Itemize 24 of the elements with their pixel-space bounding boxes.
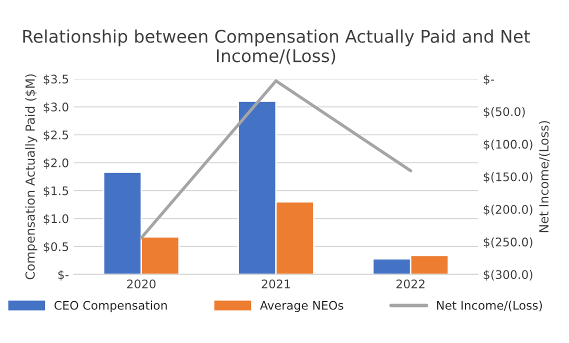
y-tick-label: $0.5 — [44, 242, 68, 253]
y2-tick-label: $(250.0) — [484, 237, 532, 248]
y-tick-label: $2.0 — [44, 158, 68, 169]
y2-tick-label: $(300.0) — [484, 270, 532, 281]
y2-tick-label: $(200.0) — [484, 204, 532, 216]
y2-tick-label: $- — [484, 74, 494, 86]
chart-title: Relationship between Compensation Actually Paid and Net Income/(Loss) — [23, 29, 530, 64]
x-tick-label: 2022 — [396, 279, 424, 288]
y-tick-label: $1.5 — [44, 186, 68, 197]
y-tick-label: $- — [58, 270, 69, 281]
y2-tick-label: $(150.0) — [484, 172, 532, 183]
legend-label: Net Income/(Loss) — [437, 300, 542, 312]
y2-axis-title: Net Income/(Loss) — [538, 121, 550, 232]
y2-tick-label: $(50.0) — [484, 106, 525, 118]
legend-label: Average NEOs — [260, 300, 344, 312]
x-tick-label: 2021 — [262, 279, 290, 288]
y2-tick-label: $(100.0) — [484, 140, 532, 150]
y-tick-label: $3.0 — [44, 102, 68, 114]
x-tick-label: 2020 — [127, 279, 156, 288]
y-axis-title: Compensation Actually Paid ($M) — [25, 74, 38, 280]
y-tick-label: $1.0 — [44, 214, 68, 225]
y-tick-label: $2.5 — [44, 130, 68, 141]
y-tick-label: $3.5 — [44, 74, 68, 86]
legend-label: CEO Compensation — [54, 300, 167, 312]
